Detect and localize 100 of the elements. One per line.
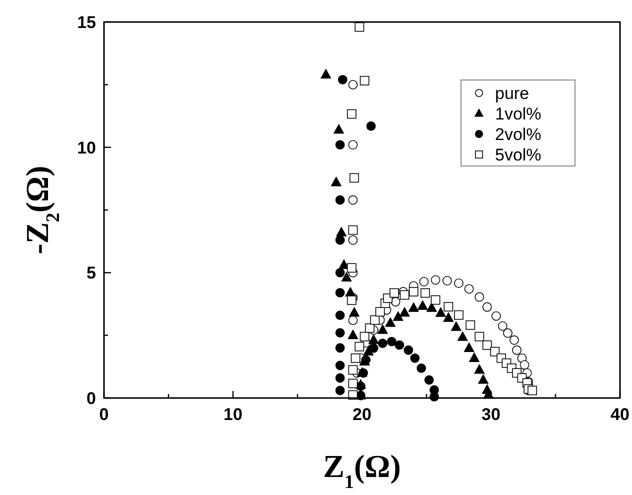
legend-label: pure	[495, 84, 530, 103]
x-tick-label: 0	[99, 405, 109, 424]
point	[430, 275, 440, 285]
point	[335, 140, 345, 150]
point	[426, 302, 437, 312]
point	[335, 195, 345, 205]
legend-label: 2vol%	[495, 125, 542, 144]
point	[386, 336, 396, 346]
point	[466, 320, 476, 330]
point	[474, 364, 485, 374]
point	[528, 386, 537, 396]
point	[335, 268, 345, 278]
point	[366, 121, 376, 131]
y-tick-label: 10	[77, 138, 96, 158]
point	[335, 343, 345, 353]
point	[464, 284, 474, 294]
point	[360, 76, 370, 86]
point	[520, 360, 530, 370]
x-axis-title: Z$_{1}$(Ω)	[323, 448, 401, 492]
point	[335, 235, 345, 245]
point	[408, 302, 419, 312]
point	[348, 330, 358, 340]
point	[408, 287, 418, 296]
point	[469, 352, 480, 362]
point	[336, 227, 346, 236]
point	[457, 332, 468, 341]
point	[368, 343, 378, 353]
point	[410, 353, 420, 363]
point	[424, 375, 434, 385]
point	[335, 360, 345, 370]
point	[370, 315, 380, 325]
point	[451, 322, 462, 331]
x-tick-label: 40	[610, 405, 630, 424]
point	[349, 307, 360, 317]
point	[503, 328, 512, 338]
point	[443, 312, 454, 322]
point	[474, 332, 484, 342]
x-tick-label: 30	[482, 405, 500, 424]
point	[363, 346, 374, 356]
point	[436, 307, 446, 317]
point	[341, 272, 352, 282]
point	[354, 342, 364, 352]
point	[338, 74, 348, 84]
x-tick-label: 10	[224, 405, 242, 424]
point	[430, 295, 440, 305]
point	[375, 307, 385, 316]
point	[346, 263, 356, 273]
legend-label: 1vol%	[495, 104, 542, 124]
point	[335, 288, 345, 298]
point	[331, 176, 342, 186]
point	[512, 345, 522, 355]
point	[348, 235, 358, 245]
point	[356, 382, 366, 391]
point	[348, 195, 358, 205]
point	[442, 276, 452, 286]
point	[335, 328, 345, 338]
point	[392, 311, 404, 321]
point	[320, 69, 332, 78]
point	[350, 173, 359, 183]
point	[354, 22, 364, 32]
point	[498, 321, 508, 331]
y-tick-label: 0	[86, 389, 96, 408]
point	[365, 323, 374, 333]
legend-label: 5vol%	[495, 146, 542, 164]
point	[482, 302, 492, 312]
point	[378, 338, 388, 348]
point	[400, 290, 410, 300]
point	[474, 292, 484, 302]
point	[348, 365, 358, 375]
point	[378, 324, 388, 334]
point	[510, 335, 519, 345]
point	[418, 300, 428, 310]
point	[368, 334, 379, 344]
point	[416, 363, 426, 373]
point	[454, 278, 464, 288]
point	[335, 373, 345, 383]
point	[348, 80, 358, 90]
point	[491, 311, 501, 321]
point	[350, 353, 360, 363]
point	[348, 378, 358, 388]
point	[399, 307, 410, 317]
point	[346, 109, 356, 119]
point	[482, 340, 492, 350]
point	[404, 345, 414, 355]
point	[394, 340, 404, 350]
point	[335, 310, 345, 320]
point	[390, 288, 399, 298]
point	[464, 342, 474, 352]
point	[360, 332, 370, 342]
point	[478, 374, 488, 384]
point	[348, 225, 358, 235]
point	[490, 346, 500, 356]
x-tick-label: 20	[352, 405, 372, 424]
point	[419, 276, 429, 286]
point	[334, 124, 344, 134]
point	[444, 302, 454, 312]
point	[348, 140, 358, 150]
y-tick-label: 5	[86, 264, 96, 283]
y-tick-label: 15	[77, 13, 96, 32]
point	[454, 310, 464, 320]
